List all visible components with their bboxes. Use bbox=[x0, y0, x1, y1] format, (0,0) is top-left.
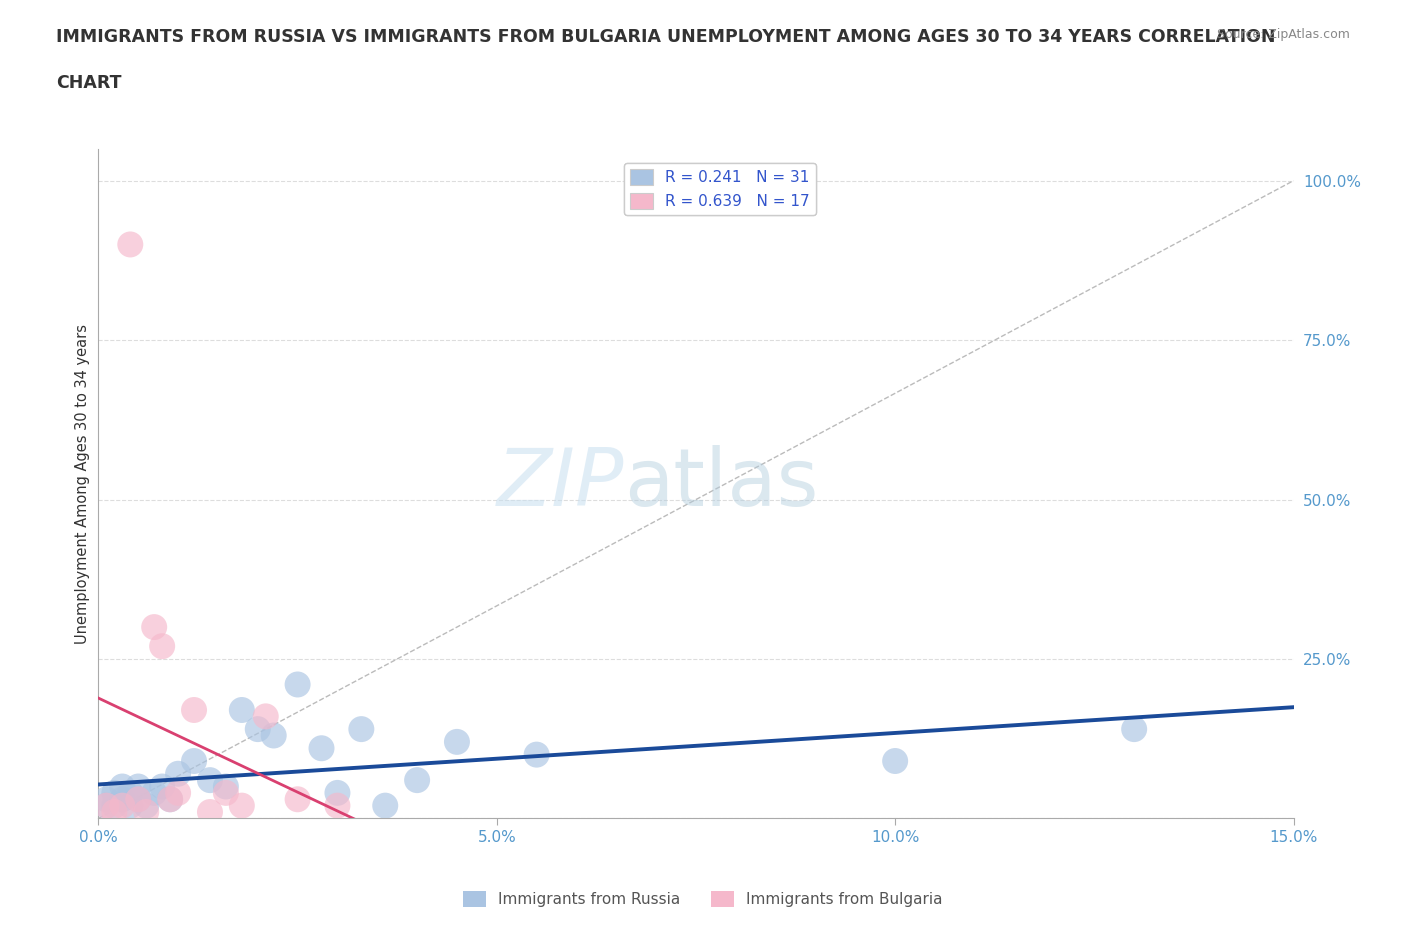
Point bbox=[103, 804, 125, 819]
Point bbox=[103, 786, 125, 801]
Point bbox=[96, 791, 118, 806]
Point bbox=[127, 779, 149, 794]
Point bbox=[287, 677, 309, 692]
Point bbox=[120, 798, 142, 813]
Point bbox=[96, 798, 118, 813]
Point bbox=[183, 702, 205, 717]
Point bbox=[406, 773, 429, 788]
Point bbox=[135, 798, 157, 813]
Legend: Immigrants from Russia, Immigrants from Bulgaria: Immigrants from Russia, Immigrants from … bbox=[457, 884, 949, 913]
Point bbox=[120, 237, 142, 252]
Point bbox=[127, 791, 149, 806]
Point bbox=[1123, 722, 1146, 737]
Text: atlas: atlas bbox=[624, 445, 818, 523]
Point bbox=[215, 786, 238, 801]
Point bbox=[198, 804, 221, 819]
Point bbox=[287, 791, 309, 806]
Point bbox=[111, 791, 134, 806]
Point bbox=[246, 722, 269, 737]
Point bbox=[127, 791, 149, 806]
Point bbox=[111, 798, 134, 813]
Point bbox=[326, 786, 349, 801]
Y-axis label: Unemployment Among Ages 30 to 34 years: Unemployment Among Ages 30 to 34 years bbox=[75, 324, 90, 644]
Point bbox=[446, 735, 468, 750]
Text: Source: ZipAtlas.com: Source: ZipAtlas.com bbox=[1216, 28, 1350, 41]
Point bbox=[120, 786, 142, 801]
Point bbox=[198, 773, 221, 788]
Point bbox=[167, 786, 190, 801]
Point bbox=[374, 798, 396, 813]
Point bbox=[526, 747, 548, 762]
Point bbox=[167, 766, 190, 781]
Point bbox=[183, 753, 205, 768]
Point bbox=[143, 619, 166, 634]
Point bbox=[231, 702, 253, 717]
Point bbox=[150, 639, 173, 654]
Point bbox=[135, 804, 157, 819]
Point bbox=[159, 791, 181, 806]
Point bbox=[311, 741, 333, 756]
Point bbox=[96, 798, 118, 813]
Point bbox=[159, 791, 181, 806]
Point bbox=[103, 798, 125, 813]
Legend: R = 0.241   N = 31, R = 0.639   N = 17: R = 0.241 N = 31, R = 0.639 N = 17 bbox=[624, 163, 815, 215]
Point bbox=[150, 779, 173, 794]
Point bbox=[350, 722, 373, 737]
Point bbox=[231, 798, 253, 813]
Text: ZIP: ZIP bbox=[496, 445, 624, 523]
Text: CHART: CHART bbox=[56, 74, 122, 92]
Text: IMMIGRANTS FROM RUSSIA VS IMMIGRANTS FROM BULGARIA UNEMPLOYMENT AMONG AGES 30 TO: IMMIGRANTS FROM RUSSIA VS IMMIGRANTS FRO… bbox=[56, 28, 1275, 46]
Point bbox=[215, 779, 238, 794]
Point bbox=[143, 786, 166, 801]
Point bbox=[884, 753, 907, 768]
Point bbox=[254, 709, 277, 724]
Point bbox=[326, 798, 349, 813]
Point bbox=[263, 728, 285, 743]
Point bbox=[111, 779, 134, 794]
